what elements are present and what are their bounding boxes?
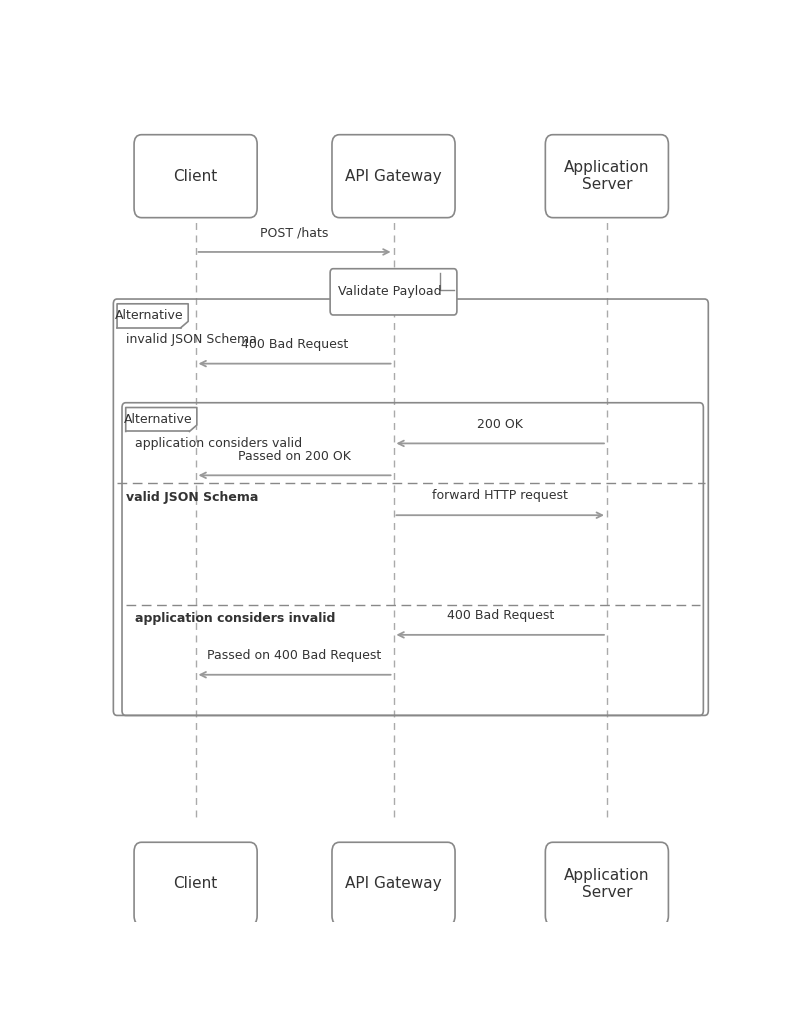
FancyBboxPatch shape (545, 842, 669, 925)
Text: application considers invalid: application considers invalid (135, 612, 335, 626)
FancyBboxPatch shape (545, 135, 669, 218)
Text: Passed on 200 OK: Passed on 200 OK (238, 450, 351, 462)
Text: application considers valid: application considers valid (135, 437, 302, 450)
Text: Application
Server: Application Server (564, 160, 650, 193)
Polygon shape (126, 407, 197, 431)
Text: forward HTTP request: forward HTTP request (433, 489, 568, 502)
Text: Client: Client (173, 169, 218, 183)
Text: Validate Payload: Validate Payload (338, 285, 442, 298)
Text: Application
Server: Application Server (564, 867, 650, 900)
Text: invalid JSON Schema: invalid JSON Schema (126, 334, 257, 346)
Text: API Gateway: API Gateway (346, 169, 442, 183)
Text: Client: Client (173, 876, 218, 891)
Polygon shape (440, 272, 454, 290)
FancyBboxPatch shape (332, 842, 455, 925)
Text: 400 Bad Request: 400 Bad Request (447, 609, 554, 622)
Text: API Gateway: API Gateway (346, 876, 442, 891)
Text: Passed on 400 Bad Request: Passed on 400 Bad Request (207, 649, 381, 662)
FancyBboxPatch shape (134, 135, 257, 218)
FancyBboxPatch shape (330, 268, 457, 315)
Text: POST /hats: POST /hats (260, 226, 329, 239)
Text: Alternative: Alternative (115, 310, 184, 322)
FancyBboxPatch shape (134, 842, 257, 925)
Text: 400 Bad Request: 400 Bad Request (241, 338, 348, 351)
FancyBboxPatch shape (332, 135, 455, 218)
Polygon shape (117, 304, 188, 327)
Text: valid JSON Schema: valid JSON Schema (126, 491, 259, 505)
Text: 200 OK: 200 OK (477, 418, 523, 431)
Text: Alternative: Alternative (124, 413, 192, 426)
